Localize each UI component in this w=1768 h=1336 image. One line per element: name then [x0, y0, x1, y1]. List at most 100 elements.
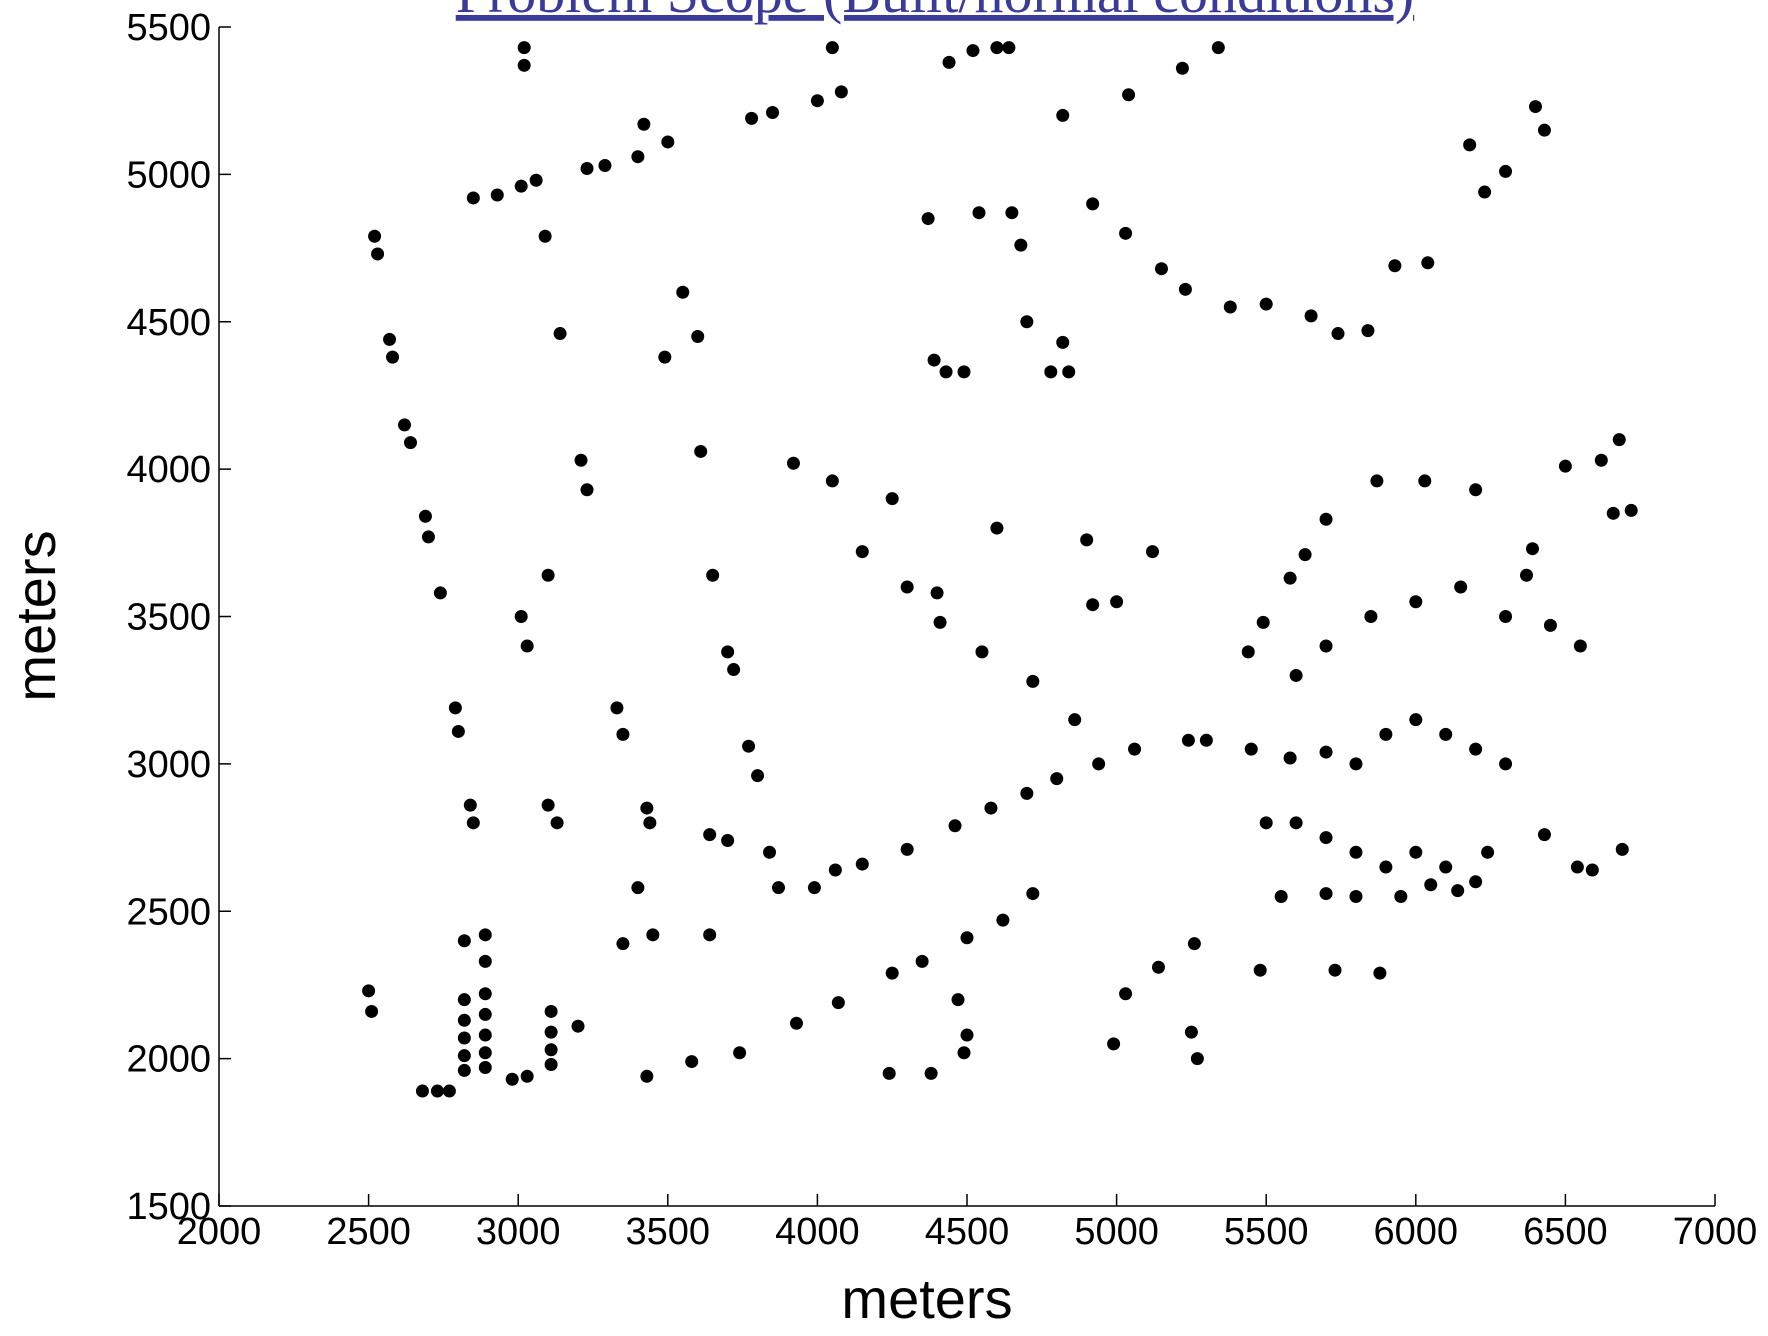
- node-point: [763, 845, 777, 859]
- node-point: [1615, 842, 1629, 856]
- node-point: [1373, 966, 1387, 980]
- node-point: [742, 739, 756, 753]
- node-point: [1361, 324, 1375, 338]
- node-point: [1537, 828, 1551, 842]
- node-point: [703, 828, 717, 842]
- node-point: [807, 881, 821, 895]
- node-point: [640, 1069, 654, 1083]
- node-point: [1585, 863, 1599, 877]
- node-point: [900, 842, 914, 856]
- node-point: [733, 1046, 747, 1060]
- node-point: [1002, 41, 1016, 55]
- node-point: [676, 285, 690, 299]
- node-point: [574, 453, 588, 467]
- node-point: [1283, 571, 1297, 585]
- node-point: [1241, 645, 1255, 659]
- node-point: [1421, 256, 1435, 270]
- node-point: [398, 418, 412, 432]
- node-point: [505, 1072, 519, 1086]
- node-point: [371, 247, 385, 261]
- node-point: [1349, 890, 1363, 904]
- node-point: [706, 568, 720, 582]
- node-point: [478, 928, 492, 942]
- node-point: [1349, 845, 1363, 859]
- node-point: [1274, 890, 1288, 904]
- node-point: [1211, 41, 1225, 55]
- node-point: [1056, 108, 1070, 122]
- node-point: [1080, 533, 1094, 547]
- x-tick-label: 4000: [775, 1211, 860, 1253]
- y-tick-label: 1500: [126, 1186, 211, 1228]
- node-point: [1146, 545, 1160, 559]
- node-point: [1319, 745, 1333, 759]
- node-point: [915, 954, 929, 968]
- node-point: [529, 173, 543, 187]
- node-point: [1289, 668, 1303, 682]
- node-point: [1520, 568, 1534, 582]
- node-point: [957, 1046, 971, 1060]
- node-point: [403, 436, 417, 450]
- node-point: [514, 179, 528, 193]
- node-point: [1439, 860, 1453, 874]
- node-point: [1424, 878, 1438, 892]
- node-point: [1304, 309, 1318, 323]
- node-point: [1289, 816, 1303, 830]
- y-tick-label: 4500: [126, 302, 211, 344]
- x-tick-label: 7000: [1673, 1211, 1758, 1253]
- node-point: [703, 928, 717, 942]
- node-point: [885, 966, 899, 980]
- node-point: [1178, 282, 1192, 296]
- node-point: [960, 1028, 974, 1042]
- node-point: [1409, 713, 1423, 727]
- node-point: [1151, 960, 1165, 974]
- node-point: [451, 724, 465, 738]
- y-tick-label: 5000: [126, 154, 211, 196]
- node-point: [972, 206, 986, 220]
- node-point: [984, 801, 998, 815]
- node-point: [727, 663, 741, 677]
- node-point: [789, 1016, 803, 1030]
- node-point: [598, 159, 612, 173]
- node-point: [745, 111, 759, 125]
- node-point: [1256, 615, 1270, 629]
- node-point: [544, 1043, 558, 1057]
- node-point: [1062, 365, 1076, 379]
- node-point: [1543, 618, 1557, 632]
- node-point: [457, 1013, 471, 1027]
- node-point: [478, 1046, 492, 1060]
- node-point: [1199, 733, 1213, 747]
- node-point: [930, 586, 944, 600]
- node-point: [643, 816, 657, 830]
- node-point: [996, 913, 1010, 927]
- node-point: [517, 41, 531, 55]
- x-tick-label: 3500: [626, 1211, 711, 1253]
- node-point: [646, 928, 660, 942]
- node-point: [1259, 816, 1273, 830]
- y-axis-label: meters: [4, 530, 67, 701]
- node-point: [658, 350, 672, 364]
- node-point: [541, 568, 555, 582]
- node-point: [1364, 610, 1378, 623]
- node-point: [1223, 300, 1237, 314]
- node-point: [1175, 61, 1189, 75]
- node-point: [1388, 259, 1402, 273]
- node-point: [544, 1058, 558, 1072]
- node-point: [1328, 963, 1342, 977]
- node-point: [1319, 639, 1333, 653]
- node-point: [810, 94, 824, 108]
- node-point: [1594, 453, 1608, 467]
- node-point: [433, 586, 447, 600]
- node-point: [415, 1084, 429, 1098]
- node-point: [1537, 123, 1551, 137]
- node-point: [478, 954, 492, 968]
- node-point: [457, 934, 471, 948]
- node-point: [478, 1028, 492, 1042]
- node-point: [544, 1004, 558, 1018]
- node-point: [1499, 610, 1513, 623]
- node-point: [457, 1063, 471, 1077]
- node-point: [1154, 262, 1168, 276]
- node-point: [1086, 598, 1100, 612]
- node-point: [975, 645, 989, 659]
- x-tick-label: 6500: [1523, 1211, 1608, 1253]
